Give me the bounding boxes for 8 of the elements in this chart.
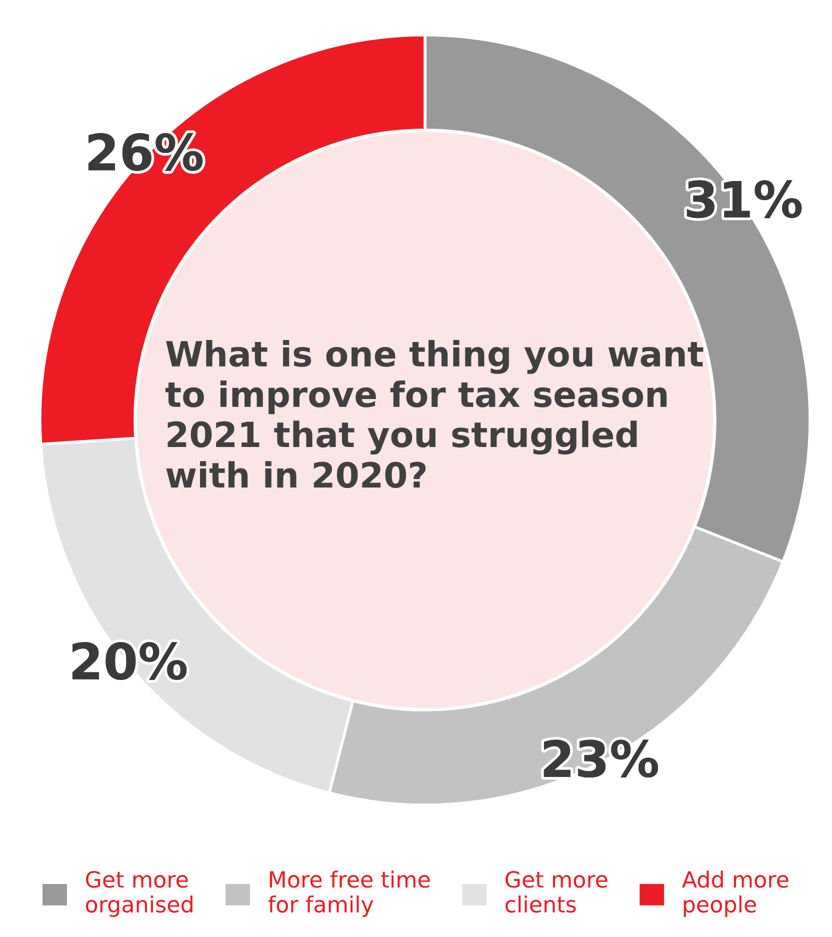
data-label: 23% bbox=[544, 740, 658, 778]
text: What is one thing you want to improve for tax season 2021 that you struggled with in 2020? bbox=[165, 340, 704, 488]
data-label: 20% bbox=[72, 642, 187, 680]
legend-label: Get more organised bbox=[86, 871, 192, 917]
legend-label: Get more clients bbox=[506, 871, 608, 913]
legend-label: More free time for family bbox=[268, 870, 430, 917]
data-label: 31% bbox=[686, 180, 802, 218]
legend-label: Add more people bbox=[682, 870, 788, 917]
